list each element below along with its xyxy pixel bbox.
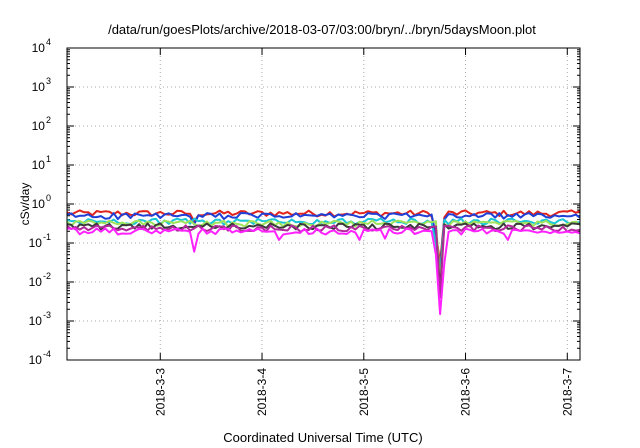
series-line [66, 227, 581, 316]
y-tick-exponent: -2 [43, 271, 51, 281]
x-tick-labels: 2018-3-3 2018-3-4 2018-3-5 2018-3-6 2018-3-7 [153, 368, 574, 416]
x-tick-label: 2018-3-4 [255, 368, 269, 416]
grid [67, 48, 580, 360]
y-tick-exponent: -3 [43, 310, 51, 320]
data-series [66, 209, 581, 316]
y-tick-exponent: -1 [43, 232, 51, 242]
x-tick-label: 2018-3-6 [459, 368, 473, 416]
chart-title: /data/run/goesPlots/archive/2018-03-07/0… [108, 22, 536, 37]
series-line [66, 222, 581, 292]
y-axis-label: cSv/day [18, 183, 32, 226]
x-tick-label: 2018-3-3 [153, 368, 167, 416]
y-tick-exponent: 0 [46, 193, 51, 203]
x-tick-label: 2018-3-7 [560, 368, 574, 416]
y-tick-exponent: 4 [46, 37, 51, 47]
series-line [66, 212, 581, 272]
y-tick-exponent: 3 [46, 76, 51, 86]
x-axis-label: Coordinated Universal Time (UTC) [223, 430, 422, 445]
y-tick-exponent: -4 [43, 349, 51, 359]
y-tick-exponent: 1 [46, 154, 51, 164]
series-line [66, 219, 581, 283]
x-tick-label: 2018-3-5 [357, 368, 371, 416]
y-tick-exponent: 2 [46, 115, 51, 125]
plot-frame [66, 47, 581, 361]
